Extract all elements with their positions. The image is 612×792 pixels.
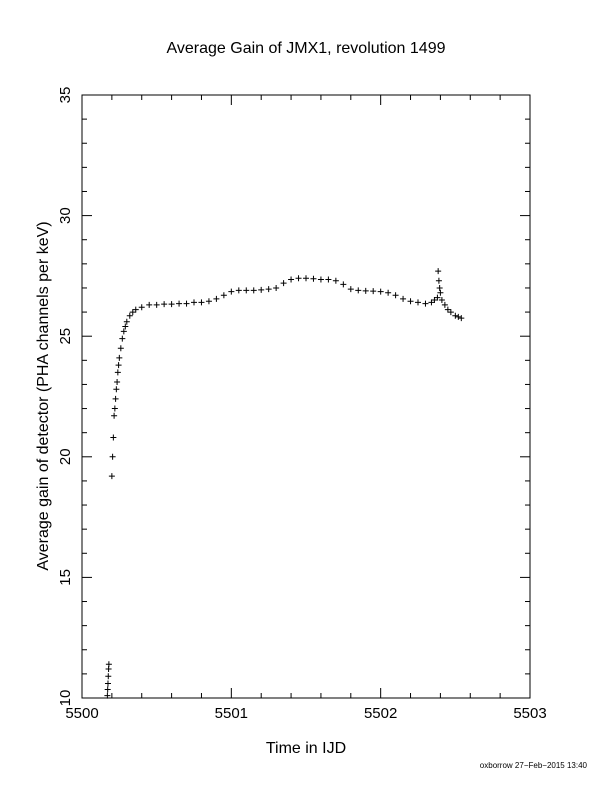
data-point [108,473,115,480]
data-point [126,312,133,319]
x-tick-label: 5501 [215,705,248,722]
data-point [168,301,175,308]
y-tick-labels: 10 15 20 25 30 35 [57,87,74,707]
data-point [176,300,183,307]
data-point [115,362,122,369]
data-point [183,300,190,307]
data-points [104,268,465,699]
data-point [243,287,250,294]
data-point [258,286,265,293]
data-point [111,405,118,412]
data-point [422,300,429,307]
data-point [415,299,421,306]
data-point [111,412,118,419]
data-point [407,298,414,305]
data-point [435,268,442,275]
data-point [205,298,212,305]
data-point [105,661,112,668]
data-point [340,281,347,288]
footer-credit: oxborrow 27−Feb−2015 13:40 [480,761,588,770]
data-point [400,295,407,302]
data-point [228,288,235,295]
data-point [104,686,111,693]
data-point [220,292,227,299]
data-point [119,335,126,342]
data-point [105,673,112,680]
data-point [392,292,399,299]
y-axis-label: Average gain of detector (PHA channels p… [35,221,52,570]
y-tick-label: 30 [57,207,74,224]
data-point [138,304,145,311]
data-point [114,369,121,376]
x-axis-label: Time in IJD [266,740,346,757]
data-point [317,276,324,283]
data-point [325,276,332,283]
x-tick-label: 5502 [364,705,397,722]
data-point [117,345,124,352]
data-point [377,288,384,295]
data-point [235,287,242,294]
y-tick-label: 20 [57,448,74,465]
data-point [161,301,168,308]
data-point [109,453,116,460]
data-point [191,299,197,306]
data-point [198,299,205,306]
data-point [146,301,153,308]
data-point [332,277,339,284]
data-point [116,354,123,361]
data-point [112,395,119,402]
y-tick-label: 10 [57,690,74,707]
data-point [437,289,444,296]
data-point [213,295,220,302]
data-point [295,275,302,282]
data-point [122,323,129,330]
data-point [265,286,272,293]
data-point [288,276,295,283]
data-point [435,277,442,284]
y-tick-label: 25 [57,328,74,345]
x-tick-labels: 5500 5501 5502 5503 [65,705,546,722]
data-point [355,287,362,294]
data-point [447,309,454,316]
data-point [273,284,280,291]
data-point [153,301,160,308]
data-point [370,288,377,295]
axis-ticks [81,94,531,699]
data-point [347,286,354,293]
data-point [280,280,287,287]
chart-title: Average Gain of JMX1, revolution 1499 [167,40,446,57]
data-point [441,301,448,308]
data-point [104,680,111,687]
data-point [132,306,139,313]
data-point [362,287,369,294]
data-point [113,386,120,393]
data-point [114,379,121,386]
x-tick-label: 5500 [65,705,98,722]
data-point [385,289,392,296]
x-tick-label: 5503 [513,705,546,722]
y-tick-label: 35 [57,87,74,104]
data-point [455,313,462,320]
data-point [110,434,117,441]
data-point [303,275,309,282]
data-point [250,287,257,294]
data-point [458,315,465,322]
plot-frame [81,94,531,699]
data-point [436,284,443,291]
data-point [123,318,130,325]
data-point [310,275,317,282]
data-point [438,297,445,304]
data-point [104,692,111,699]
data-point [434,294,441,301]
y-tick-label: 15 [57,569,74,586]
data-point [120,328,127,335]
data-point [452,312,459,319]
